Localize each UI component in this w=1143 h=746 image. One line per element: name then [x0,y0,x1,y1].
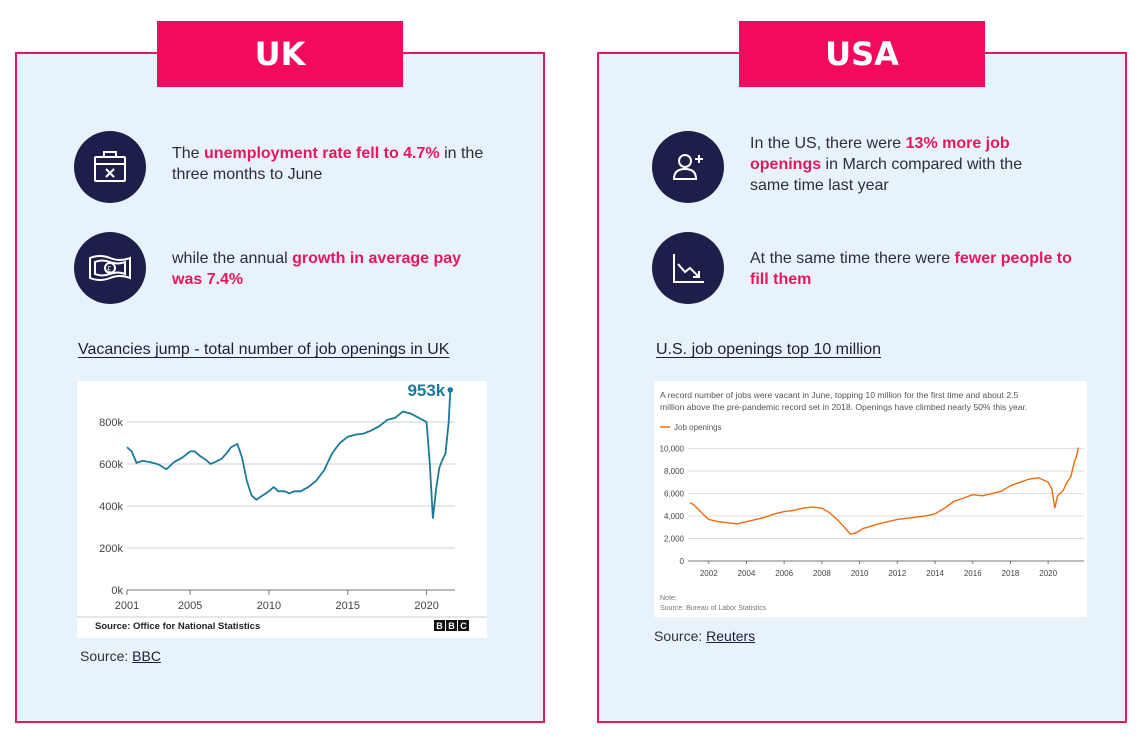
bbc-logo-block [446,620,457,631]
uk-chart-title[interactable]: Vacancies jump - total number of job ope… [78,341,450,358]
usa-chart-svg: A record number of jobs were vacant in J… [660,390,1084,612]
usa-xtick-label: 2020 [1039,569,1057,578]
uk-xtick-label: 2005 [178,600,202,612]
usa-source: Source: Reuters [654,628,756,644]
reuters-source-link[interactable]: Reuters [706,628,756,644]
usa-chart-subtitle: A record number of jobs were vacant in J… [660,390,1027,412]
usa-ytick-label: 4,000 [664,512,685,521]
usa-ytick-label: 6,000 [664,490,685,499]
usa-ytick-label: 2,000 [664,535,685,544]
uk-xtick-label: 2001 [115,600,139,612]
usa-series-line [689,447,1079,535]
usa-xtick-label: 2006 [775,569,793,578]
uk-last-point [447,387,454,393]
uk-fact-pay: while the annual growth in average pay w… [172,250,462,288]
trend-down-icon [652,232,724,304]
usa-xtick-label: 2016 [964,569,982,578]
usa-fact-openings: In the US, there were 13% more job openi… [750,135,1023,194]
uk-fact-unemployment: The unemployment rate fell to 4.7% in th… [172,145,484,183]
usa-xtick-label: 2010 [851,569,869,578]
usa-legend-label: Job openings [674,423,722,432]
usa-chart-note: Note: [660,595,677,602]
usa-xtick-label: 2018 [1002,569,1020,578]
usa-ytick-label: 10,000 [660,445,685,454]
banknote-icon: £ [74,232,146,304]
usa-footer-source: Source: Bureau of Labor Statistics [660,605,767,612]
uk-ytick-label: 800k [99,417,123,429]
usa-xtick-label: 2002 [700,569,718,578]
bbc-logo-letter: C [460,621,467,631]
briefcase-icon [74,131,146,203]
bbc-logo-block [458,620,469,631]
uk-xtick-label: 2015 [336,600,360,612]
uk-ytick-label: 600k [99,459,123,471]
uk-ytick-label: 400k [99,501,123,513]
usa-chart: A record number of jobs were vacant in J… [654,381,1087,617]
add-person-icon [652,131,724,203]
uk-chart-svg: 0k 200k 400k 600k 800k 2001 2005 2010 2015 2020 95… [77,381,487,632]
bbc-logo-letter: B [436,621,443,631]
usa-xtick-label: 2004 [738,569,756,578]
usa-ytick-label: 8,000 [664,467,685,476]
uk-ytick-label: 0k [111,585,123,597]
uk-xtick-label: 2020 [414,600,438,612]
uk-callout-label: 953k [407,381,445,400]
usa-fact-fewer-people: At the same time there were fewer people… [750,250,1072,288]
bbc-logo-block [434,620,445,631]
uk-xtick-label: 2010 [257,600,281,612]
usa-tab: USA [739,21,985,87]
uk-chart: 0k 200k 400k 600k 800k 2001 2005 2010 2015 2020 95… [77,381,487,638]
usa-xtick-label: 2014 [926,569,944,578]
usa-chart-title[interactable]: U.S. job openings top 10 million [656,341,882,358]
uk-series-line [126,389,452,519]
usa-xtick-label: 2008 [813,569,831,578]
uk-footer-source: Source: Office for National Statistics [95,621,260,632]
svg-text:£: £ [107,265,112,274]
usa-ytick-label: 0 [680,557,685,566]
usa-xtick-label: 2012 [888,569,906,578]
uk-source: Source: BBC [80,648,161,664]
uk-tab: UK [157,21,403,87]
uk-ytick-label: 200k [99,543,123,555]
bbc-source-link[interactable]: BBC [132,648,161,664]
bbc-logo-letter: B [448,621,455,631]
